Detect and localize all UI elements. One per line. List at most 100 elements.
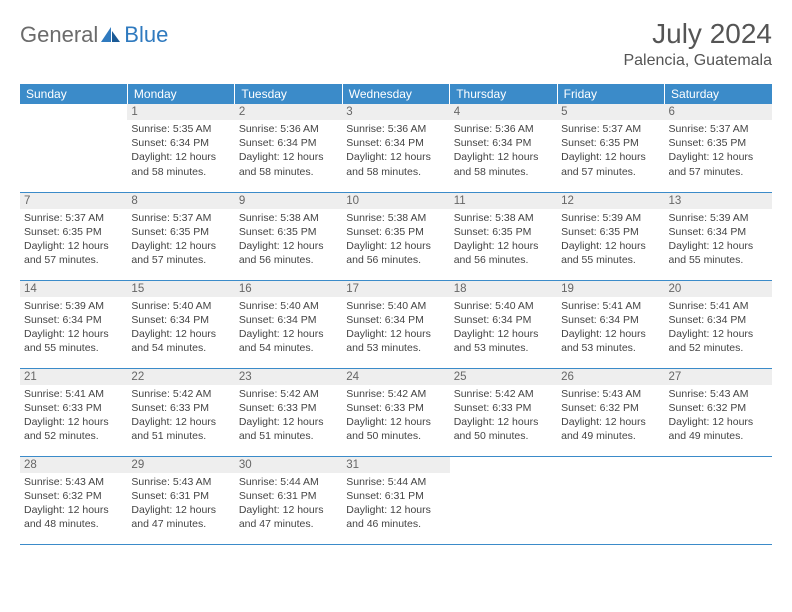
sunrise-text: Sunrise: 5:36 AM — [346, 122, 445, 136]
header-friday: Friday — [557, 84, 664, 104]
day-number: 5 — [557, 104, 664, 120]
sunrise-text: Sunrise: 5:40 AM — [239, 299, 338, 313]
sunrise-text: Sunrise: 5:35 AM — [131, 122, 230, 136]
title-block: July 2024 Palencia, Guatemala — [623, 18, 772, 70]
daylight-text: Daylight: 12 hours and 56 minutes. — [239, 239, 338, 267]
sunrise-text: Sunrise: 5:44 AM — [239, 475, 338, 489]
sunrise-text: Sunrise: 5:41 AM — [669, 299, 768, 313]
day-content: Sunrise: 5:41 AMSunset: 6:34 PMDaylight:… — [665, 297, 772, 360]
daylight-text: Daylight: 12 hours and 57 minutes. — [669, 150, 768, 178]
daylight-text: Daylight: 12 hours and 55 minutes. — [669, 239, 768, 267]
sunset-text: Sunset: 6:34 PM — [131, 313, 230, 327]
sunrise-text: Sunrise: 5:44 AM — [346, 475, 445, 489]
sunrise-text: Sunrise: 5:39 AM — [24, 299, 123, 313]
sunset-text: Sunset: 6:34 PM — [561, 313, 660, 327]
calendar-cell: 5Sunrise: 5:37 AMSunset: 6:35 PMDaylight… — [557, 104, 664, 192]
day-number: 4 — [450, 104, 557, 120]
daylight-text: Daylight: 12 hours and 49 minutes. — [561, 415, 660, 443]
day-number: 28 — [20, 457, 127, 473]
sunrise-text: Sunrise: 5:37 AM — [24, 211, 123, 225]
sunrise-text: Sunrise: 5:43 AM — [24, 475, 123, 489]
calendar-cell: 16Sunrise: 5:40 AMSunset: 6:34 PMDayligh… — [235, 280, 342, 368]
sunset-text: Sunset: 6:35 PM — [454, 225, 553, 239]
daylight-text: Daylight: 12 hours and 58 minutes. — [454, 150, 553, 178]
sunrise-text: Sunrise: 5:41 AM — [561, 299, 660, 313]
daylight-text: Daylight: 12 hours and 57 minutes. — [561, 150, 660, 178]
daylight-text: Daylight: 12 hours and 53 minutes. — [346, 327, 445, 355]
sunrise-text: Sunrise: 5:40 AM — [346, 299, 445, 313]
day-number: 16 — [235, 281, 342, 297]
sunset-text: Sunset: 6:35 PM — [346, 225, 445, 239]
header-thursday: Thursday — [450, 84, 557, 104]
sunrise-text: Sunrise: 5:40 AM — [454, 299, 553, 313]
calendar-cell — [665, 456, 772, 544]
calendar-cell: 18Sunrise: 5:40 AMSunset: 6:34 PMDayligh… — [450, 280, 557, 368]
sunrise-text: Sunrise: 5:43 AM — [669, 387, 768, 401]
daylight-text: Daylight: 12 hours and 58 minutes. — [346, 150, 445, 178]
calendar-cell — [450, 456, 557, 544]
calendar-cell: 2Sunrise: 5:36 AMSunset: 6:34 PMDaylight… — [235, 104, 342, 192]
sunrise-text: Sunrise: 5:36 AM — [239, 122, 338, 136]
sunset-text: Sunset: 6:35 PM — [669, 136, 768, 150]
sunset-text: Sunset: 6:31 PM — [346, 489, 445, 503]
day-number: 21 — [20, 369, 127, 385]
sunset-text: Sunset: 6:34 PM — [669, 225, 768, 239]
day-content: Sunrise: 5:39 AMSunset: 6:35 PMDaylight:… — [557, 209, 664, 272]
calendar-cell: 17Sunrise: 5:40 AMSunset: 6:34 PMDayligh… — [342, 280, 449, 368]
sunrise-text: Sunrise: 5:43 AM — [131, 475, 230, 489]
day-number: 3 — [342, 104, 449, 120]
calendar-cell: 28Sunrise: 5:43 AMSunset: 6:32 PMDayligh… — [20, 456, 127, 544]
day-content: Sunrise: 5:37 AMSunset: 6:35 PMDaylight:… — [20, 209, 127, 272]
day-content: Sunrise: 5:36 AMSunset: 6:34 PMDaylight:… — [450, 120, 557, 183]
sunrise-text: Sunrise: 5:42 AM — [131, 387, 230, 401]
daylight-text: Daylight: 12 hours and 47 minutes. — [239, 503, 338, 531]
calendar-week: 21Sunrise: 5:41 AMSunset: 6:33 PMDayligh… — [20, 368, 772, 456]
sunrise-text: Sunrise: 5:37 AM — [669, 122, 768, 136]
day-content: Sunrise: 5:40 AMSunset: 6:34 PMDaylight:… — [342, 297, 449, 360]
sunset-text: Sunset: 6:32 PM — [669, 401, 768, 415]
logo-text-general: General — [20, 22, 98, 48]
day-number: 31 — [342, 457, 449, 473]
day-content: Sunrise: 5:42 AMSunset: 6:33 PMDaylight:… — [235, 385, 342, 448]
daylight-text: Daylight: 12 hours and 49 minutes. — [669, 415, 768, 443]
sunrise-text: Sunrise: 5:37 AM — [131, 211, 230, 225]
daylight-text: Daylight: 12 hours and 55 minutes. — [24, 327, 123, 355]
day-number: 12 — [557, 193, 664, 209]
day-number: 1 — [127, 104, 234, 120]
calendar-cell: 1Sunrise: 5:35 AMSunset: 6:34 PMDaylight… — [127, 104, 234, 192]
day-number: 29 — [127, 457, 234, 473]
day-number: 9 — [235, 193, 342, 209]
day-content: Sunrise: 5:41 AMSunset: 6:34 PMDaylight:… — [557, 297, 664, 360]
daylight-text: Daylight: 12 hours and 53 minutes. — [454, 327, 553, 355]
calendar-cell: 23Sunrise: 5:42 AMSunset: 6:33 PMDayligh… — [235, 368, 342, 456]
calendar-cell: 12Sunrise: 5:39 AMSunset: 6:35 PMDayligh… — [557, 192, 664, 280]
sunrise-text: Sunrise: 5:39 AM — [669, 211, 768, 225]
day-content: Sunrise: 5:39 AMSunset: 6:34 PMDaylight:… — [665, 209, 772, 272]
sunset-text: Sunset: 6:33 PM — [239, 401, 338, 415]
daylight-text: Daylight: 12 hours and 58 minutes. — [239, 150, 338, 178]
header: General Blue July 2024 Palencia, Guatema… — [20, 18, 772, 70]
day-number: 15 — [127, 281, 234, 297]
sunset-text: Sunset: 6:34 PM — [131, 136, 230, 150]
day-number: 26 — [557, 369, 664, 385]
logo-sail-icon — [100, 26, 122, 44]
header-tuesday: Tuesday — [235, 84, 342, 104]
day-content: Sunrise: 5:44 AMSunset: 6:31 PMDaylight:… — [235, 473, 342, 536]
day-content: Sunrise: 5:37 AMSunset: 6:35 PMDaylight:… — [665, 120, 772, 183]
daylight-text: Daylight: 12 hours and 48 minutes. — [24, 503, 123, 531]
day-number: 13 — [665, 193, 772, 209]
day-number: 23 — [235, 369, 342, 385]
day-number: 30 — [235, 457, 342, 473]
sunrise-text: Sunrise: 5:43 AM — [561, 387, 660, 401]
sunset-text: Sunset: 6:34 PM — [239, 313, 338, 327]
day-number: 19 — [557, 281, 664, 297]
day-content: Sunrise: 5:40 AMSunset: 6:34 PMDaylight:… — [235, 297, 342, 360]
sunset-text: Sunset: 6:34 PM — [454, 313, 553, 327]
sunset-text: Sunset: 6:33 PM — [346, 401, 445, 415]
sunrise-text: Sunrise: 5:42 AM — [454, 387, 553, 401]
calendar-cell: 11Sunrise: 5:38 AMSunset: 6:35 PMDayligh… — [450, 192, 557, 280]
calendar-cell: 9Sunrise: 5:38 AMSunset: 6:35 PMDaylight… — [235, 192, 342, 280]
day-content: Sunrise: 5:42 AMSunset: 6:33 PMDaylight:… — [127, 385, 234, 448]
daylight-text: Daylight: 12 hours and 50 minutes. — [346, 415, 445, 443]
day-content: Sunrise: 5:42 AMSunset: 6:33 PMDaylight:… — [450, 385, 557, 448]
